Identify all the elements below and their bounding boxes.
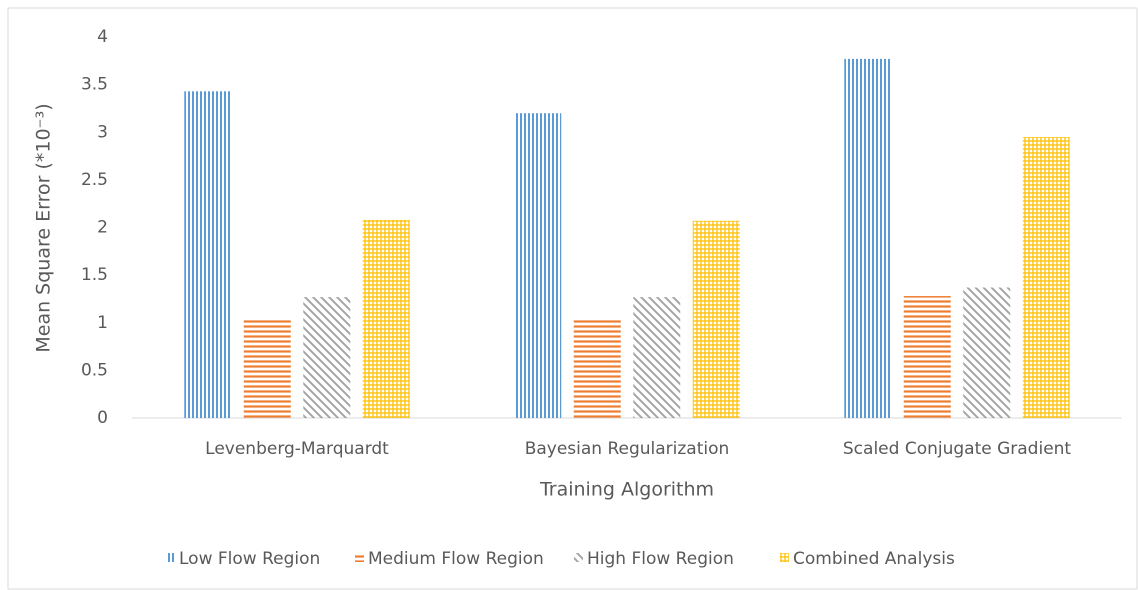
y-tick-label: 1	[97, 313, 108, 333]
y-tick-label: 2	[97, 218, 108, 238]
legend-label: Low Flow Region	[179, 549, 320, 569]
bar	[243, 319, 291, 418]
y-axis-title: Mean Square Error (*10⁻³)	[33, 103, 55, 352]
y-tick-label: 0.5	[81, 360, 108, 380]
y-tick-label: 1.5	[81, 265, 108, 285]
bar	[303, 297, 351, 418]
y-tick-label: 3.5	[81, 75, 108, 95]
chart-border	[7, 7, 1138, 590]
y-tick-label: 4	[97, 27, 108, 47]
bar	[633, 297, 681, 418]
legend-swatch	[574, 553, 583, 562]
legend-swatch	[355, 553, 364, 562]
bar	[963, 287, 1011, 418]
x-tick-label: Bayesian Regularization	[525, 439, 730, 459]
y-tick-label: 0	[97, 408, 108, 428]
y-tick-label: 3	[97, 122, 108, 142]
bar	[184, 91, 232, 418]
x-tick-label: Scaled Conjugate Gradient	[843, 439, 1072, 459]
legend-swatch	[780, 553, 789, 562]
legend-label: High Flow Region	[587, 549, 734, 569]
y-tick-label: 2.5	[81, 170, 108, 190]
bar	[573, 319, 621, 418]
x-axis-title: Training Algorithm	[539, 479, 714, 501]
x-tick-label: Levenberg-Marquardt	[205, 439, 389, 459]
legend-label: Medium Flow Region	[368, 549, 544, 569]
legend-label: Combined Analysis	[793, 549, 955, 569]
bar	[514, 113, 562, 418]
bar	[903, 296, 951, 418]
legend-swatch	[166, 553, 175, 562]
bar	[844, 58, 892, 418]
bar	[362, 219, 410, 418]
legend: Low Flow Region Medium Flow Region High Fl…	[166, 549, 955, 569]
bar	[692, 220, 740, 418]
bar	[1022, 137, 1070, 418]
